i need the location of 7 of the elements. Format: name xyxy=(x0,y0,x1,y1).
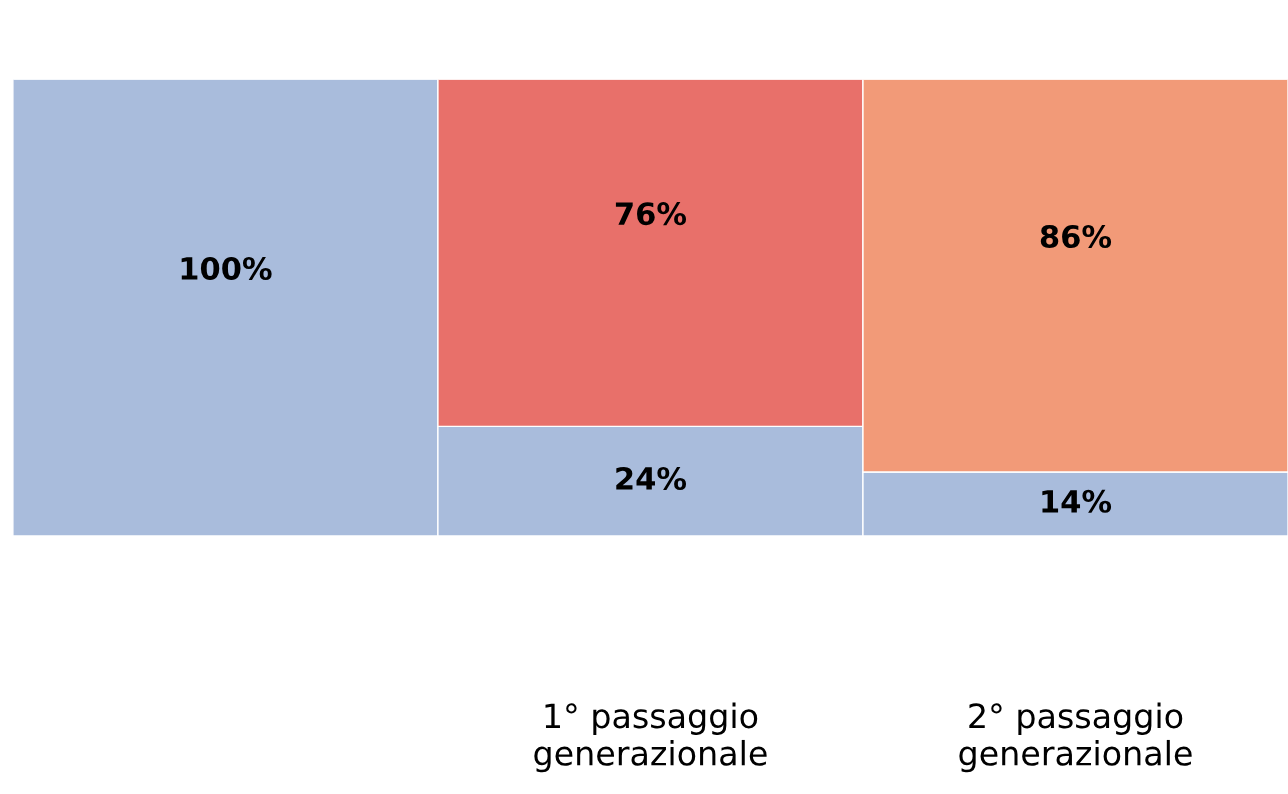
x-tick-label: 2° passaggio generazionale xyxy=(959,702,1192,773)
data-label: 76% xyxy=(615,202,687,226)
data-label: 100% xyxy=(181,256,272,281)
data-label: 86% xyxy=(1040,224,1112,249)
data-label: 24% xyxy=(616,466,687,491)
x-tick-label: 1° passaggio generazionale xyxy=(534,702,767,773)
data-label: 14% xyxy=(1042,489,1112,513)
